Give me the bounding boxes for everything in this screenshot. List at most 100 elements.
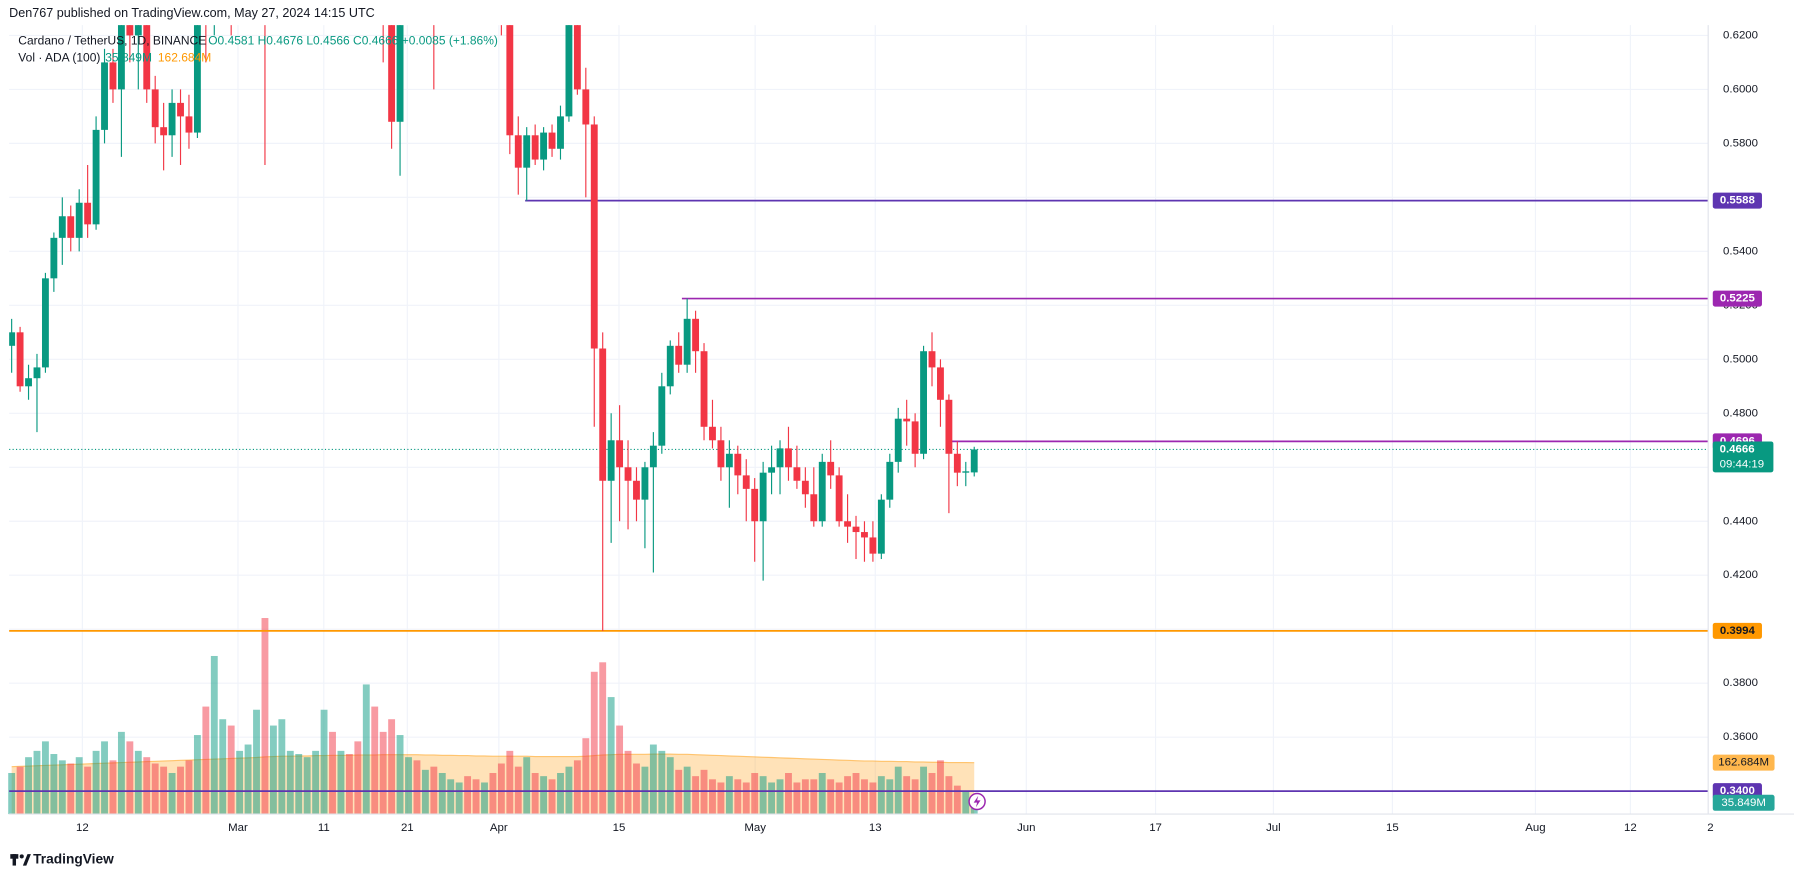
candle-body — [557, 116, 564, 149]
x-tick-label: 15 — [1386, 822, 1399, 834]
volume-bar — [734, 779, 742, 815]
y-tick-label: 0.4800 — [1723, 407, 1758, 419]
candle-body — [565, 25, 573, 117]
volume-bar — [320, 709, 328, 815]
volume-bar — [143, 757, 151, 815]
y-tick-label: 0.4400 — [1723, 515, 1758, 527]
candle-body — [58, 216, 66, 238]
candle-body — [877, 499, 885, 554]
candle-body — [658, 386, 666, 446]
volume-bar — [590, 671, 598, 815]
candle-body — [666, 345, 674, 387]
brand-logo — [10, 854, 31, 866]
x-tick-label: Mar — [228, 822, 248, 834]
volume-bar — [548, 779, 556, 815]
volume-bar — [345, 754, 353, 815]
legend-volume: 35.849M — [105, 50, 152, 64]
candle-body — [844, 521, 852, 527]
volume-bar — [202, 706, 210, 815]
candle-body — [548, 132, 556, 149]
candle-body — [633, 480, 640, 500]
volume-bar — [101, 741, 108, 815]
legend-ohlc: O0.4581 H0.4676 L0.4566 C0.4666 +0.0085 … — [208, 33, 498, 47]
x-tick-label: Apr — [490, 822, 508, 834]
candle-body — [861, 532, 868, 538]
volume-bar — [725, 776, 733, 815]
candle-body — [793, 467, 801, 481]
x-tick-label: 12 — [76, 822, 89, 834]
candle-body — [16, 332, 24, 387]
candle-body — [177, 102, 184, 117]
volume-bar — [937, 760, 944, 815]
volume-bar — [869, 782, 877, 815]
candle-body — [506, 25, 514, 136]
candle-body — [573, 25, 581, 90]
candle-body — [67, 216, 75, 238]
volume-bar — [903, 776, 911, 815]
candle-body — [692, 318, 700, 352]
y-tick-label: 0.6200 — [1723, 29, 1758, 41]
volume-bar — [455, 782, 463, 815]
candle-body — [160, 127, 168, 136]
candle-body — [751, 488, 759, 522]
candle-body — [514, 135, 522, 168]
volume-bar — [8, 772, 16, 815]
volume-bar — [844, 776, 852, 815]
candle-body — [523, 135, 531, 168]
volume-bar — [236, 750, 244, 815]
candle-body — [937, 367, 944, 400]
candle-body — [641, 467, 649, 500]
candle-body — [759, 472, 767, 522]
brand: TradingView — [33, 851, 114, 866]
volume-bar — [278, 719, 286, 815]
volume-bar — [193, 735, 201, 815]
candle-body — [742, 475, 750, 489]
volume-bar — [801, 779, 809, 815]
published-note: Den767 published on TradingView.com, May… — [9, 6, 375, 20]
x-tick-label: 21 — [401, 822, 414, 834]
x-tick-label: 11 — [318, 822, 330, 834]
volume-bar — [835, 782, 843, 815]
volume-bar — [219, 719, 227, 815]
level-badge-label: 0.3400 — [1720, 785, 1755, 797]
volume-bar — [818, 772, 826, 815]
candle-body — [134, 25, 142, 36]
replay-icon[interactable] — [968, 792, 986, 811]
volume-bar — [692, 776, 700, 815]
candle-body — [725, 453, 733, 468]
candle-body — [911, 421, 919, 454]
volume-bar — [633, 763, 640, 815]
volume-bar — [785, 772, 792, 815]
volume-bar — [312, 750, 320, 815]
candle-body — [835, 475, 843, 522]
volume-bar — [861, 779, 868, 815]
price-badges: 0.5588 0.5225 0.4696 0.3994 0.3400 0.4666 09:4… — [1712, 192, 1775, 811]
volume-bar — [151, 763, 159, 815]
volume-bar — [557, 772, 564, 815]
candle-body — [776, 448, 784, 468]
y-tick-label: 0.3800 — [1723, 677, 1758, 689]
last-price-label: 0.4666 — [1720, 443, 1755, 455]
volume-bar — [413, 760, 421, 815]
candle-body — [388, 25, 396, 122]
candle-body — [151, 89, 159, 128]
volume-bar — [472, 779, 480, 815]
volume-bar — [717, 782, 725, 815]
volume-bar — [286, 750, 294, 815]
candle-body — [700, 351, 708, 427]
candle-body — [970, 449, 978, 473]
volume-bar — [396, 735, 404, 815]
legend-volume-ma: 162.684M — [158, 50, 211, 64]
volume-bar — [362, 684, 370, 815]
volume-bar — [751, 772, 759, 815]
volume-bar — [886, 779, 894, 815]
volume-bar — [25, 757, 32, 815]
level-lines — [9, 199, 1709, 793]
candle-body — [945, 399, 953, 454]
volume-bar — [438, 772, 446, 815]
volume-bar — [33, 750, 41, 815]
x-tick-label: Aug — [1525, 822, 1545, 834]
volume-bar — [852, 772, 860, 815]
volume-bar — [58, 760, 66, 815]
volume-bar — [354, 741, 362, 815]
